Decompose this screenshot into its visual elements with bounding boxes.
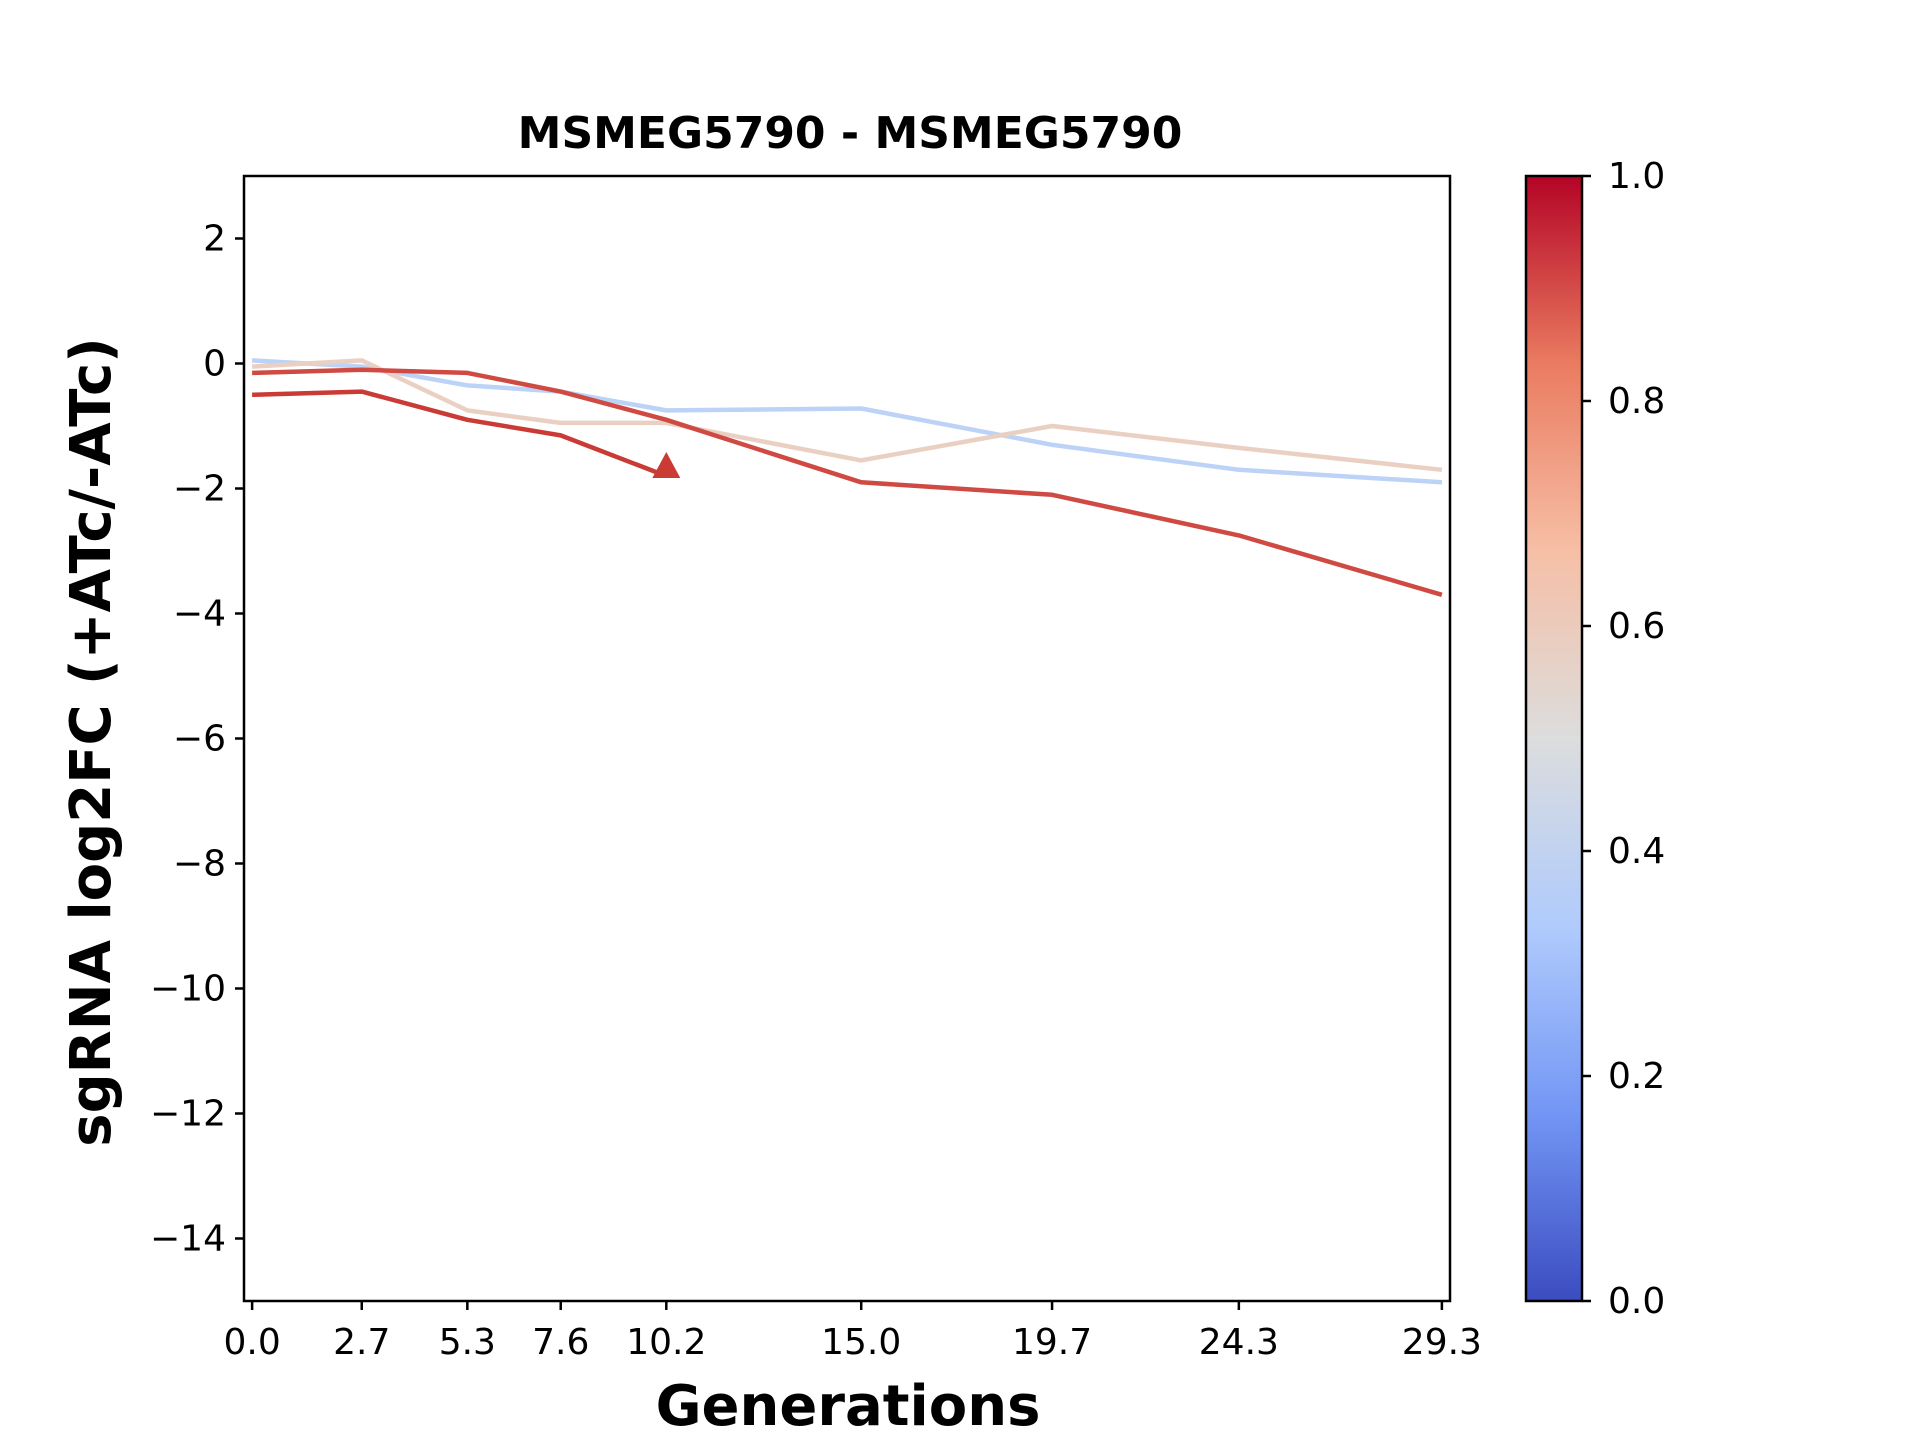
y-tick-label: −6 [173, 719, 226, 760]
y-tick-label: −12 [150, 1094, 226, 1135]
series-layer [251, 358, 1443, 597]
x-tick-label: 5.3 [439, 1322, 496, 1363]
plot-frame [242, 174, 1452, 1303]
colorbar-frame [1524, 174, 1584, 1303]
colorbar: 0.0 0.2 0.4 0.6 0.8 1.0 [1524, 156, 1665, 1322]
y-axis: 2 0 −2 −4 −6 −8 −10 −12 −14 [150, 219, 244, 1260]
chart-title: MSMEG5790 - MSMEG5790 [518, 108, 1183, 159]
y-tick-label: −14 [150, 1219, 226, 1260]
x-tick-label: 29.3 [1402, 1322, 1482, 1363]
y-tick-label: 2 [203, 219, 226, 260]
series-line-1 [251, 358, 1443, 485]
y-tick-label: −10 [150, 969, 226, 1010]
colorbar-bar [1526, 176, 1582, 1301]
series-line-2 [251, 358, 1443, 473]
y-tick-label: 0 [203, 344, 226, 385]
colorbar-tick-label: 0.8 [1608, 381, 1665, 422]
y-tick-label: −4 [173, 594, 226, 635]
y-tick-label: −8 [173, 844, 226, 885]
x-tick-label: 19.7 [1012, 1322, 1092, 1363]
colorbar-tick-label: 0.4 [1608, 831, 1665, 872]
y-tick-label: −2 [173, 469, 226, 510]
colorbar-tick-label: 0.6 [1608, 606, 1665, 647]
x-axis-label: Generations [656, 1374, 1041, 1439]
x-tick-label: 2.7 [333, 1322, 390, 1363]
x-axis: 0.0 2.7 5.3 7.6 10.2 15.0 19.7 24.3 29.3 [223, 1301, 1482, 1363]
colorbar-tick-label: 0.0 [1608, 1281, 1665, 1322]
x-tick-label: 7.6 [532, 1322, 589, 1363]
series-line-4 [252, 389, 668, 479]
colorbar-tick-label: 0.2 [1608, 1056, 1665, 1097]
arrow-layer [652, 452, 681, 478]
colorbar-ticks: 0.0 0.2 0.4 0.6 0.8 1.0 [1582, 156, 1665, 1322]
x-tick-label: 0.0 [223, 1322, 280, 1363]
colorbar-tick-label: 1.0 [1608, 156, 1665, 197]
series-line-3 [252, 367, 1443, 597]
series-arrowhead [652, 452, 681, 478]
x-tick-label: 10.2 [626, 1322, 706, 1363]
x-tick-label: 15.0 [821, 1322, 901, 1363]
y-axis-label: sgRNA log2FC (+ATc/-ATc) [59, 337, 124, 1147]
x-tick-label: 24.3 [1199, 1322, 1279, 1363]
